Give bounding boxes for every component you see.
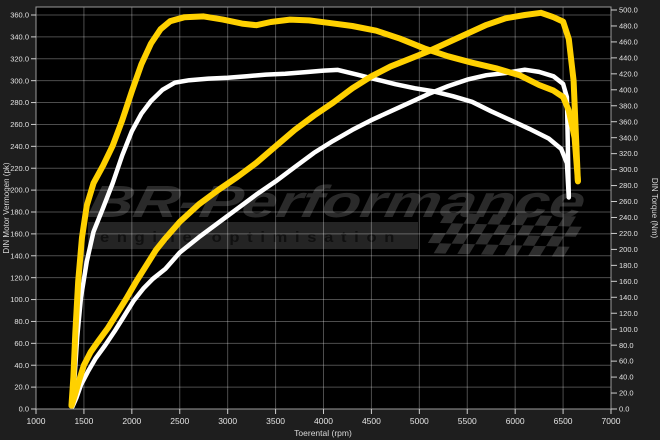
tick-label: 3500	[266, 416, 285, 426]
tick-label: 60.0	[619, 357, 634, 366]
checker-square	[445, 223, 464, 234]
tick-label: 3000	[218, 416, 237, 426]
checker-square	[451, 233, 470, 244]
checker-square	[534, 215, 553, 226]
tick-label: 100.0	[10, 295, 29, 304]
checker-square	[516, 225, 535, 236]
tick-label: 360.0	[10, 11, 29, 20]
checker-square	[498, 234, 517, 246]
tick-label: 120.0	[10, 273, 29, 282]
checker-square	[433, 243, 452, 254]
checker-square	[439, 213, 458, 224]
tick-label: 180.0	[10, 208, 29, 217]
tick-label: 180.0	[619, 261, 638, 270]
curves	[68, 9, 581, 410]
tick-label: 260.0	[10, 120, 29, 129]
checker-square	[563, 226, 582, 237]
tick-label: 200.0	[10, 186, 29, 195]
tick-label: 120.0	[619, 309, 638, 318]
tick-label: 5000	[410, 416, 429, 426]
checker-square	[480, 244, 499, 255]
checker-square	[540, 225, 559, 237]
x-axis-title: Toerental (rpm)	[294, 428, 352, 438]
tick-label: 0.0	[19, 405, 29, 414]
checker-square	[504, 245, 523, 256]
tick-label: 1500	[74, 416, 93, 426]
tick-label: 420.0	[619, 69, 638, 78]
tick-label: 2000	[122, 416, 141, 426]
tick-label: 300.0	[619, 165, 638, 174]
tick-label: 200.0	[619, 245, 638, 254]
tick-label: 340.0	[10, 32, 29, 41]
watermark-brand-text: BR-Performance	[84, 176, 591, 226]
tick-label: 380.0	[619, 101, 638, 110]
tick-label: 6000	[506, 416, 525, 426]
tick-label: 140.0	[10, 251, 29, 260]
tick-label: 220.0	[10, 164, 29, 173]
checker-square	[522, 235, 541, 246]
tick-label: 2500	[170, 416, 189, 426]
checker-square	[475, 234, 494, 245]
tick-label: 80.0	[619, 341, 634, 350]
tick-label: 260.0	[619, 197, 638, 206]
tick-label: 340.0	[619, 133, 638, 142]
tick-label: 1000	[27, 416, 46, 426]
checker-square	[558, 216, 576, 227]
tick-label: 220.0	[619, 229, 638, 238]
tick-label: 160.0	[10, 229, 29, 238]
checker-square	[457, 243, 476, 255]
tick-label: 360.0	[619, 117, 638, 126]
tick-label: 280.0	[619, 181, 638, 190]
tick-label: 400.0	[619, 85, 638, 94]
tick-label: 40.0	[619, 373, 634, 382]
tick-label: 300.0	[10, 76, 29, 85]
tick-label: 460.0	[619, 38, 638, 47]
tick-label: 480.0	[619, 22, 638, 31]
checker-square	[463, 213, 482, 224]
curve-tuned-power	[68, 9, 581, 409]
axis-ticks-and-labels: 0.0 20.0 40.0 60.0 80.0 100.0 120.0 140.0 160.0 1…	[10, 6, 638, 426]
tick-label: 500.0	[619, 6, 638, 15]
checker-square	[528, 245, 547, 257]
tick-label: 40.0	[14, 361, 29, 370]
tick-label: 4500	[362, 416, 381, 426]
tick-label: 7000	[602, 416, 621, 426]
tick-label: 80.0	[14, 317, 29, 326]
tick-label: 20.0	[14, 383, 29, 392]
tick-label: 4000	[314, 416, 333, 426]
checker-square	[551, 246, 570, 257]
tick-label: 160.0	[619, 277, 638, 286]
tick-label: 320.0	[10, 54, 29, 63]
tick-label: 20.0	[619, 389, 634, 398]
tick-label: 140.0	[619, 293, 638, 302]
left-axis-title: DIN Motor Vermogen (pk)	[2, 162, 11, 253]
watermark-tagline-band	[88, 222, 418, 249]
right-axis-title: DIN Torque (Nm)	[650, 178, 659, 239]
tick-label: 440.0	[619, 53, 638, 62]
tick-label: 5500	[458, 416, 477, 426]
tick-label: 240.0	[10, 142, 29, 151]
watermark: BR-Performance engine optimisation	[84, 176, 591, 257]
tick-label: 60.0	[14, 339, 29, 348]
tick-label: 0.0	[619, 405, 629, 414]
tick-label: 280.0	[10, 98, 29, 107]
checker-square	[493, 224, 511, 235]
curve-tuned-torque	[68, 13, 581, 408]
curve-stock-torque	[70, 67, 572, 409]
tick-label: 320.0	[619, 149, 638, 158]
checker-square	[510, 214, 529, 226]
tick-label: 240.0	[619, 213, 638, 222]
checker-square	[487, 214, 506, 225]
checker-square	[469, 223, 488, 235]
tick-label: 6500	[554, 416, 573, 426]
tick-label: 100.0	[619, 325, 638, 334]
checker-square	[427, 232, 446, 244]
checkered-flag-icon	[427, 213, 582, 257]
checker-square	[546, 236, 564, 247]
watermark-tagline-text: engine optimisation	[100, 229, 402, 246]
